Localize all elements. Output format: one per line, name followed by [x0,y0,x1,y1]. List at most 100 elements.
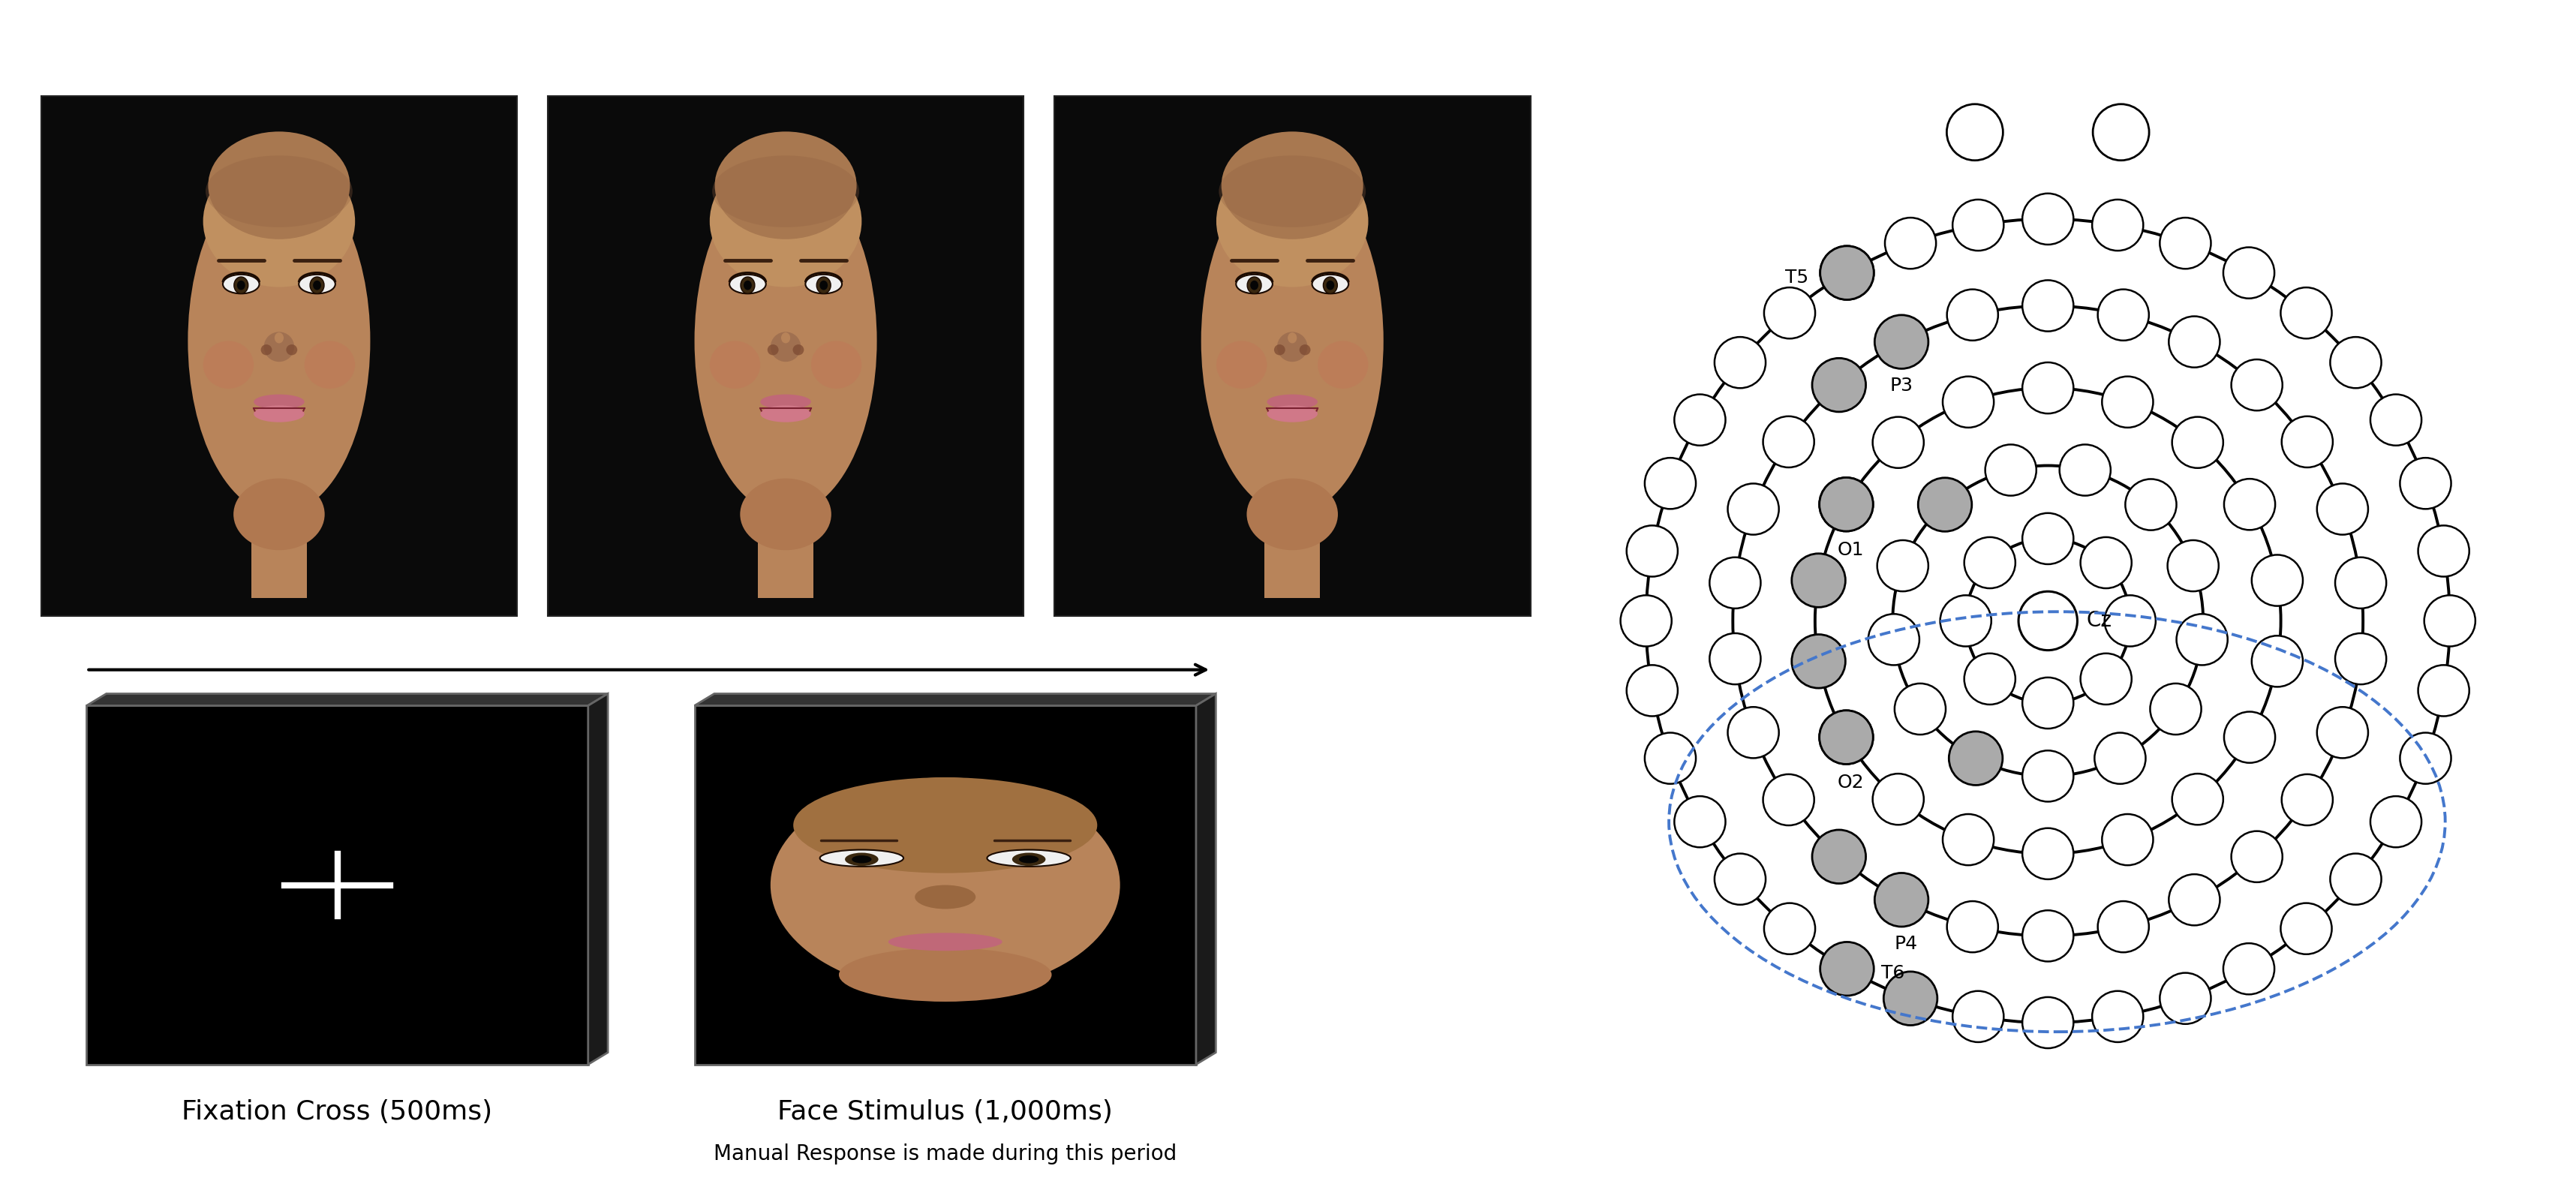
Ellipse shape [714,132,858,239]
Text: O2: O2 [1837,774,1865,792]
Ellipse shape [1221,132,1363,239]
Circle shape [2022,828,2074,879]
Circle shape [2251,636,2303,687]
Circle shape [2419,665,2470,716]
Ellipse shape [304,341,355,389]
Circle shape [2092,104,2148,160]
Circle shape [2282,774,2334,825]
Circle shape [1814,831,1865,883]
Circle shape [1765,903,1816,954]
Circle shape [1886,972,1937,1024]
Circle shape [1620,596,1672,646]
Bar [252,508,307,598]
Ellipse shape [806,275,842,294]
Circle shape [1762,416,1814,468]
Circle shape [1821,712,1873,763]
Circle shape [1821,248,1873,299]
Text: Fixation Cross (500ms): Fixation Cross (500ms) [183,1099,492,1125]
Ellipse shape [853,855,871,864]
Circle shape [2223,248,2275,299]
Ellipse shape [204,155,355,287]
Circle shape [1793,634,1844,688]
Ellipse shape [1216,341,1267,389]
Ellipse shape [770,777,1121,993]
Circle shape [2401,458,2452,509]
Circle shape [1728,483,1780,535]
Circle shape [2401,733,2452,783]
Ellipse shape [768,344,778,355]
Ellipse shape [1278,332,1309,361]
Circle shape [1765,287,1816,338]
Circle shape [2331,854,2380,904]
Circle shape [2166,541,2218,591]
Bar [41,96,518,616]
Ellipse shape [914,885,976,909]
Ellipse shape [252,395,304,409]
Circle shape [2022,194,2074,244]
Circle shape [2022,280,2074,331]
Circle shape [1953,200,2004,251]
Ellipse shape [1298,344,1311,355]
Ellipse shape [234,277,247,294]
Circle shape [2331,337,2380,389]
Circle shape [2081,653,2130,704]
Circle shape [2231,831,2282,883]
Circle shape [2022,677,2074,728]
Ellipse shape [204,341,252,389]
Ellipse shape [770,332,801,361]
Circle shape [2020,592,2076,651]
Ellipse shape [286,344,296,355]
Text: P3: P3 [1891,377,1914,395]
Ellipse shape [760,395,811,409]
Ellipse shape [276,332,283,343]
Bar [88,706,587,1064]
Ellipse shape [206,155,353,227]
Bar [549,96,1023,616]
Circle shape [1950,732,2002,785]
Circle shape [2159,218,2210,269]
Circle shape [1875,315,1929,368]
Circle shape [2177,614,2228,665]
Circle shape [2022,910,2074,962]
Ellipse shape [739,277,755,294]
Ellipse shape [711,155,860,227]
Circle shape [2334,633,2385,684]
Circle shape [2231,360,2282,410]
Circle shape [2151,683,2202,734]
Circle shape [1821,944,1873,994]
Ellipse shape [819,849,904,866]
Bar [1265,508,1319,598]
Ellipse shape [1324,277,1337,294]
Circle shape [1710,557,1762,609]
Ellipse shape [819,281,827,291]
Ellipse shape [1020,855,1038,864]
Ellipse shape [252,405,304,422]
Circle shape [2280,903,2331,954]
Circle shape [1819,477,1873,531]
Circle shape [1947,104,2004,160]
Circle shape [2424,596,2476,646]
Circle shape [2370,797,2421,847]
Bar [757,508,814,598]
Circle shape [2102,814,2154,865]
Circle shape [1674,797,1726,847]
Circle shape [1942,377,1994,427]
Text: T6: T6 [1880,964,1904,982]
Ellipse shape [729,275,765,294]
Ellipse shape [793,344,804,355]
Text: Cz: Cz [2087,610,2112,631]
Circle shape [2125,480,2177,530]
Ellipse shape [237,281,245,291]
Circle shape [2081,537,2130,588]
Text: Face Stimulus (1,000ms): Face Stimulus (1,000ms) [778,1099,1113,1125]
Bar [696,706,1195,1064]
Circle shape [1950,733,2002,783]
Ellipse shape [744,281,752,291]
Circle shape [2169,316,2221,367]
Polygon shape [88,694,608,706]
Bar [1054,96,1530,616]
Circle shape [2102,377,2154,427]
Ellipse shape [309,277,325,294]
Ellipse shape [1249,281,1257,291]
Circle shape [1674,395,1726,445]
